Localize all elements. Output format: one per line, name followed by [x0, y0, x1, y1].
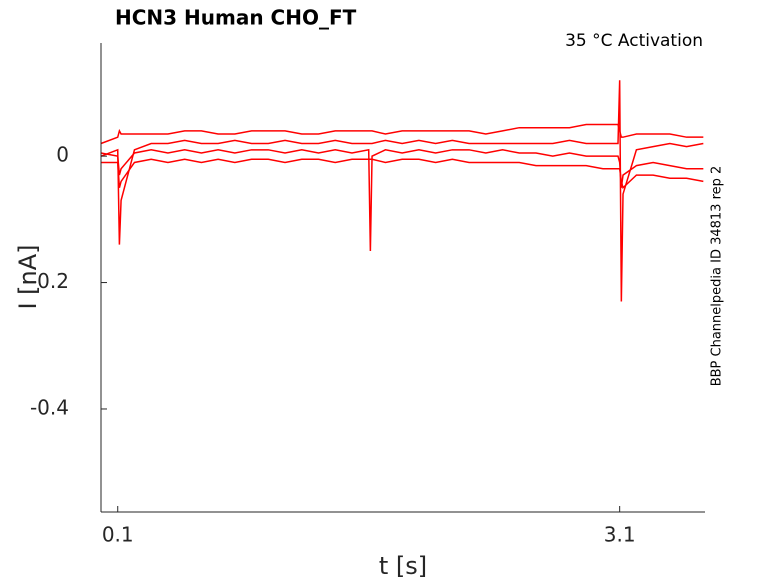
trace [101, 158, 704, 190]
side-label: BBP Channelpedia ID 34813 rep 2 [710, 166, 725, 387]
trace [100, 123, 704, 145]
trace [100, 80, 704, 302]
y-axis-label: I [nA] [14, 244, 42, 309]
plot-area [100, 80, 704, 302]
annotation: 35 °C Activation [565, 31, 703, 51]
trace [100, 148, 704, 251]
y-tick-label: -0.2 [30, 269, 69, 293]
y-tick-label: 0 [56, 143, 69, 167]
x-tick-label: 0.1 [102, 523, 134, 547]
y-tick-label: -0.4 [30, 395, 69, 419]
x-tick-label: 3.1 [604, 523, 636, 547]
x-axis-label: t [s] [379, 552, 427, 580]
chart-title: HCN3 Human CHO_FT [115, 6, 357, 30]
